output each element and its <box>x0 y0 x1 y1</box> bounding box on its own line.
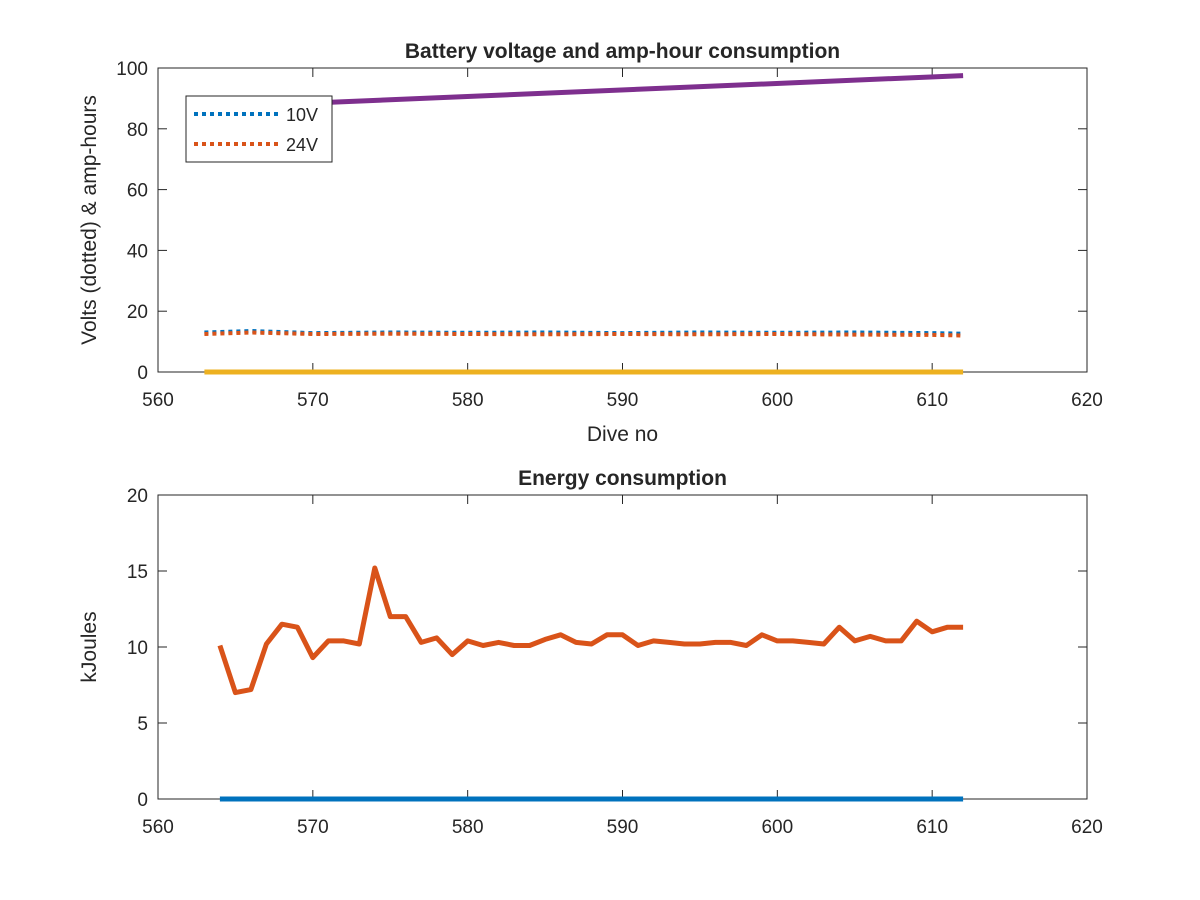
x-tick-label: 560 <box>142 390 174 411</box>
x-tick-label: 580 <box>452 817 484 838</box>
x-tick-label: 570 <box>297 817 329 838</box>
y-tick-label: 0 <box>137 363 148 384</box>
x-tick-label: 590 <box>607 817 639 838</box>
legend: 10V 24V <box>185 95 333 163</box>
legend-box <box>185 95 333 163</box>
y-tick-label: 5 <box>137 714 148 735</box>
x-tick-label: 580 <box>452 390 484 411</box>
y-tick-label: 20 <box>127 486 148 507</box>
x-tick-label: 620 <box>1071 817 1103 838</box>
y-tick-label: 0 <box>137 790 148 811</box>
y-axis-label: Volts (dotted) & amp-hours <box>78 95 101 345</box>
energy-chart: 560 570 580 590 600 610 620 0 5 10 15 20 Energy cons… <box>78 467 1103 838</box>
legend-label-24v: 24V <box>286 135 318 155</box>
x-tick-label: 600 <box>761 817 793 838</box>
x-axis-label: Dive no <box>587 423 658 446</box>
x-tick-label: 610 <box>916 390 948 411</box>
y-tick-label: 10 <box>127 638 148 659</box>
series-line-0 <box>217 565 964 696</box>
x-tick-label: 600 <box>761 390 793 411</box>
chart-title: Energy consumption <box>518 467 727 490</box>
legend-label-10v: 10V <box>286 105 318 125</box>
series-line-24v <box>204 330 964 338</box>
y-tick-label: 100 <box>116 59 148 80</box>
series-line-2 <box>312 73 964 106</box>
y-tick-label: 15 <box>127 562 148 583</box>
y-tick-label: 20 <box>127 302 148 323</box>
x-tick-label: 620 <box>1071 390 1103 411</box>
y-axis-label: kJoules <box>78 611 101 682</box>
y-tick-label: 60 <box>127 181 148 202</box>
y-tick-label: 80 <box>127 120 148 141</box>
x-tick-label: 590 <box>607 390 639 411</box>
voltage-chart: 560 570 580 590 600 610 620 0 20 40 60 80 100 Battery… <box>78 40 1103 446</box>
x-tick-label: 560 <box>142 817 174 838</box>
chart-title: Battery voltage and amp-hour consumption <box>405 40 840 63</box>
x-tick-label: 610 <box>916 817 948 838</box>
y-tick-label: 40 <box>127 241 148 262</box>
plot-area <box>157 494 1088 800</box>
x-tick-label: 570 <box>297 390 329 411</box>
